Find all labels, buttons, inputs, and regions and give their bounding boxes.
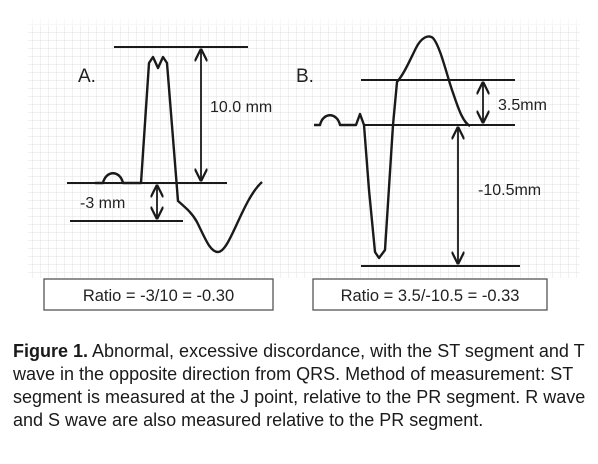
panel-a: A. 10.0 mm -3 mm Ratio = -3/10 = -0.30 <box>43 46 274 311</box>
panel-a-label: A. <box>78 66 96 87</box>
caption-heading: Figure 1. <box>13 341 89 361</box>
panel-a-ratio-box <box>43 278 274 311</box>
panel-b-ratio-box <box>312 278 548 311</box>
panel-b-s-measure: -10.5mm <box>478 182 541 199</box>
caption-text: Abnormal, excessive discordance, with th… <box>13 341 586 430</box>
panel-a-ratio: Ratio = -3/10 = -0.30 <box>83 287 234 305</box>
panel-b: B. 3.5mm -10.5mm Ratio = 3.5/-10.5 = -0.… <box>296 35 548 311</box>
panel-b-ratio: Ratio = 3.5/-10.5 = -0.33 <box>341 287 520 305</box>
panel-a-ecg-trace <box>95 55 263 254</box>
panel-a-st-measure: -3 mm <box>80 195 125 212</box>
panel-b-st-measure: 3.5mm <box>498 97 547 114</box>
ecg-figure: A. 10.0 mm -3 mm Ratio = -3/10 = -0.30 B… <box>28 18 580 311</box>
ecg-grid-top-fade <box>28 18 580 26</box>
figure-caption: Figure 1. Abnormal, excessive discordanc… <box>13 340 588 432</box>
ecg-grid <box>28 18 580 278</box>
panel-a-r-measure: 10.0 mm <box>210 99 272 116</box>
panel-b-label: B. <box>296 66 314 87</box>
panel-b-ecg-trace <box>314 35 471 260</box>
